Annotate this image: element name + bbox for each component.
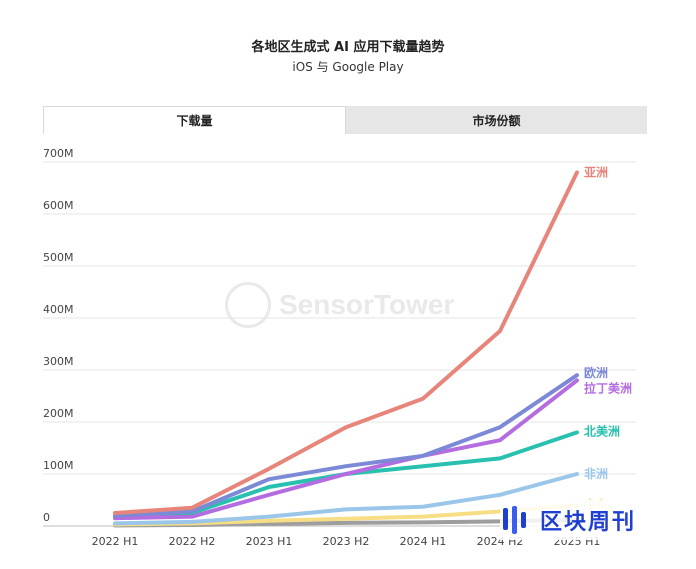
series-line [113, 378, 579, 521]
series-end-label: 北美洲 [584, 423, 620, 438]
series-end-label: 欧洲 [584, 365, 608, 380]
tab-downloads[interactable]: 下载量 [43, 106, 346, 134]
x-tick-label: 2022 H2 [169, 535, 216, 548]
y-tick-label: 600M [43, 199, 74, 212]
series-line [113, 472, 579, 526]
y-tick-label: 200M [43, 407, 74, 420]
brand-badge: 区块周刊 [500, 500, 685, 540]
watermark-text: SensorTower [279, 289, 455, 320]
x-tick-label: 2023 H2 [323, 535, 370, 548]
series-line [113, 170, 579, 515]
series-lines [113, 170, 579, 528]
tab-market-share[interactable]: 市场份额 [472, 113, 521, 128]
sensortower-watermark: SensorTower [225, 282, 454, 328]
y-tick-label: 300M [43, 355, 74, 368]
sensortower-logo-icon [225, 282, 271, 328]
x-tick-label: 2023 H1 [246, 535, 293, 548]
y-tick-label: 400M [43, 303, 74, 316]
y-axis-tick-labels: 0 100M 200M 300M 400M 500M 600M 700M [43, 147, 74, 524]
series-end-label: 亚洲 [584, 165, 608, 179]
chart-subtitle: iOS 与 Google Play [292, 60, 404, 74]
series-line [113, 373, 579, 518]
y-tick-label: 100M [43, 459, 74, 472]
y-tick-label: 0 [43, 511, 50, 524]
brand-text: 区块周刊 [540, 510, 637, 535]
x-tick-label: 2022 H1 [92, 535, 139, 548]
brand-logo-icon [503, 506, 526, 534]
y-tick-label: 700M [43, 147, 74, 160]
y-tick-label: 500M [43, 251, 74, 264]
chart-title: 各地区生成式 AI 应用下载量趋势 [251, 40, 445, 55]
x-tick-label: 2024 H1 [400, 535, 447, 548]
series-end-labels: 亚洲欧洲拉丁美洲北美洲非洲中东 [584, 165, 632, 512]
metric-tabs: 下载量 市场份额 [43, 106, 647, 134]
grid-lines [43, 161, 636, 527]
series-end-label: 拉丁美洲 [584, 380, 632, 395]
series-end-label: 非洲 [584, 466, 608, 481]
